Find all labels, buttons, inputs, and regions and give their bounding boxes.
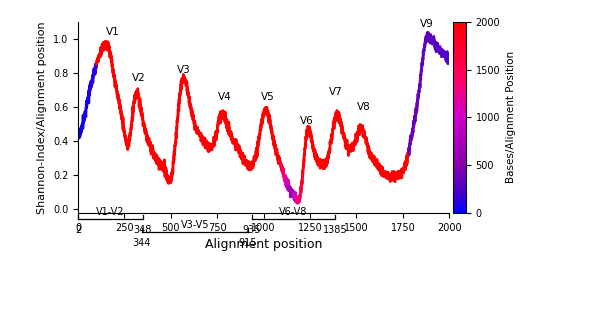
Text: V1-V2: V1-V2 (96, 207, 125, 217)
Text: V6-V8: V6-V8 (279, 207, 308, 217)
Text: V3: V3 (177, 65, 191, 75)
Text: 344: 344 (133, 239, 151, 249)
Text: V7: V7 (329, 87, 343, 97)
Text: V6: V6 (299, 116, 313, 126)
Y-axis label: Bases/Alignment Position: Bases/Alignment Position (506, 51, 516, 183)
Text: V2: V2 (133, 73, 146, 83)
X-axis label: Alignment position: Alignment position (205, 238, 322, 251)
Text: 348: 348 (133, 225, 152, 235)
Text: 915: 915 (239, 239, 257, 249)
Text: V3-V5: V3-V5 (181, 220, 209, 230)
Y-axis label: Shannon-Index/Alignment position: Shannon-Index/Alignment position (37, 21, 47, 214)
Text: 1385: 1385 (323, 225, 347, 235)
Text: 935: 935 (242, 225, 261, 235)
Text: V5: V5 (260, 92, 274, 102)
Text: V9: V9 (420, 19, 434, 29)
Text: V8: V8 (357, 102, 371, 112)
Text: V1: V1 (106, 27, 120, 37)
Text: 2: 2 (75, 225, 82, 235)
Text: V4: V4 (218, 92, 232, 102)
